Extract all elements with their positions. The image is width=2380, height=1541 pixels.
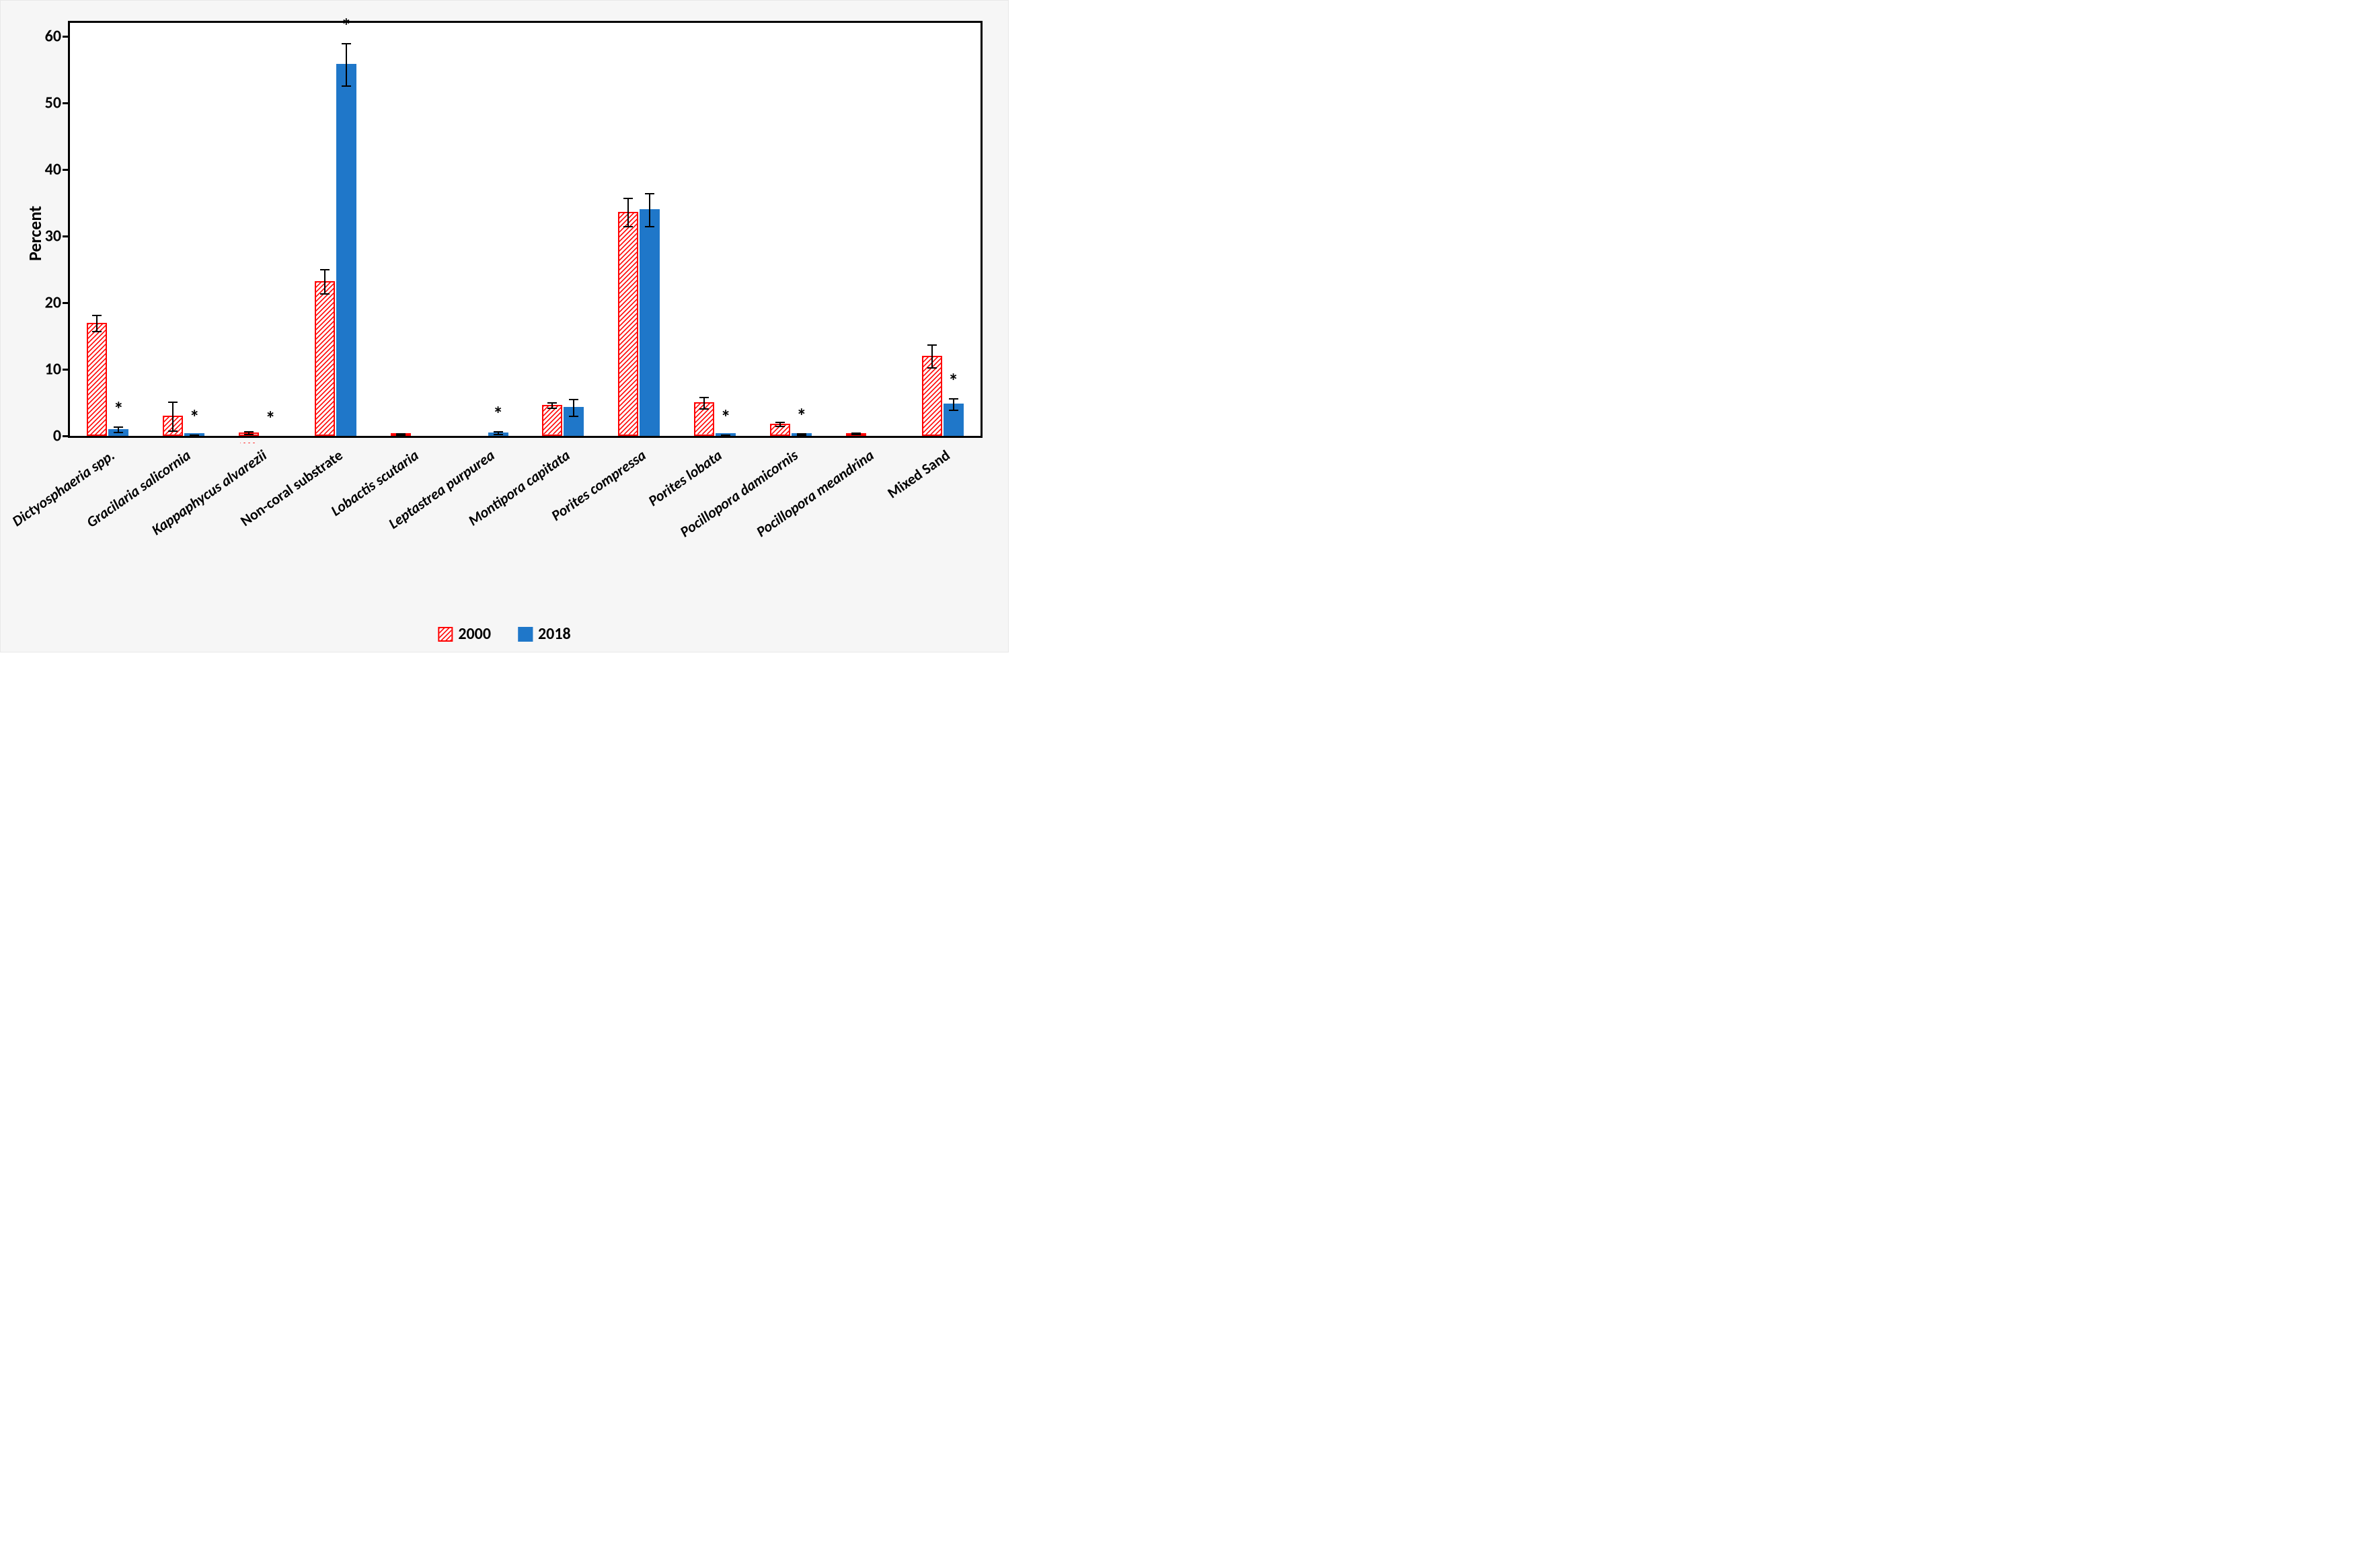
error-bar <box>172 402 174 431</box>
bar <box>315 281 335 436</box>
error-cap <box>775 426 785 427</box>
legend-item-2000: 2000 <box>438 624 491 644</box>
error-cap <box>342 43 351 44</box>
error-cap <box>320 269 330 270</box>
error-cap <box>569 399 578 400</box>
significance-star: * <box>266 407 276 432</box>
significance-star: * <box>796 404 806 429</box>
error-cap <box>699 397 709 398</box>
significance-star: * <box>721 406 731 430</box>
legend: 2000 2018 <box>438 624 570 644</box>
error-cap <box>547 408 557 409</box>
y-tick-mark <box>63 36 68 38</box>
legend-item-2018: 2018 <box>518 624 571 644</box>
error-bar <box>96 315 98 331</box>
error-cap <box>92 331 102 332</box>
y-tick-label: 40 <box>34 159 61 179</box>
error-cap <box>114 426 123 428</box>
y-tick-label: 10 <box>34 359 61 379</box>
error-cap <box>623 226 633 227</box>
chart-frame: Percent 0102030405060 ******** Dictyosph… <box>0 0 1009 652</box>
error-cap <box>342 85 351 87</box>
plot-area-border: ******** <box>68 21 983 438</box>
y-tick-mark <box>63 235 68 237</box>
error-cap <box>949 410 958 411</box>
y-tick-label: 0 <box>34 426 61 446</box>
error-cap <box>949 398 958 400</box>
error-cap <box>699 408 709 410</box>
error-bar <box>627 198 629 226</box>
error-cap <box>114 432 123 433</box>
error-cap <box>494 434 503 435</box>
error-bar <box>931 344 933 367</box>
legend-swatch-2000 <box>438 627 453 642</box>
bar <box>336 64 356 436</box>
y-tick-label: 50 <box>34 93 61 112</box>
significance-star: * <box>493 402 503 427</box>
bar <box>87 323 107 436</box>
error-cap <box>569 416 578 417</box>
bar <box>640 209 660 436</box>
error-cap <box>775 422 785 423</box>
significance-star: * <box>190 406 200 430</box>
error-cap <box>168 402 178 403</box>
y-tick-mark <box>63 302 68 304</box>
y-tick-label: 20 <box>34 293 61 312</box>
y-tick-label: 30 <box>34 226 61 246</box>
legend-swatch-2018 <box>518 627 533 642</box>
significance-star: * <box>948 369 958 394</box>
error-bar <box>953 398 954 410</box>
y-tick-label: 60 <box>34 26 61 46</box>
y-tick-mark <box>63 435 68 437</box>
error-cap <box>547 402 557 404</box>
bar <box>618 212 638 436</box>
error-cap <box>927 344 937 346</box>
error-cap <box>244 431 254 433</box>
error-cap <box>927 367 937 369</box>
error-bar <box>649 193 650 227</box>
error-cap <box>645 193 654 194</box>
error-cap <box>92 315 102 316</box>
error-cap <box>721 436 730 437</box>
error-cap <box>168 430 178 432</box>
error-cap <box>645 226 654 227</box>
legend-label: 2018 <box>538 624 571 644</box>
error-cap <box>190 436 199 437</box>
error-cap <box>494 431 503 433</box>
error-cap <box>797 435 806 436</box>
plot-area: ******** <box>70 23 981 436</box>
bar <box>542 405 562 436</box>
error-cap <box>396 435 406 436</box>
error-cap <box>851 434 861 435</box>
error-bar <box>703 397 705 409</box>
y-tick-mark <box>63 369 68 371</box>
significance-star: * <box>114 398 124 422</box>
error-cap <box>244 434 254 435</box>
y-tick-mark <box>63 102 68 104</box>
significance-star: * <box>341 14 351 39</box>
error-bar <box>346 43 347 85</box>
error-cap <box>623 198 633 199</box>
legend-label: 2000 <box>458 624 491 644</box>
error-bar <box>573 399 574 416</box>
y-tick-mark <box>63 169 68 171</box>
error-bar <box>324 269 325 293</box>
x-tick-label: Mixed Sand <box>884 446 953 502</box>
error-cap <box>320 293 330 295</box>
